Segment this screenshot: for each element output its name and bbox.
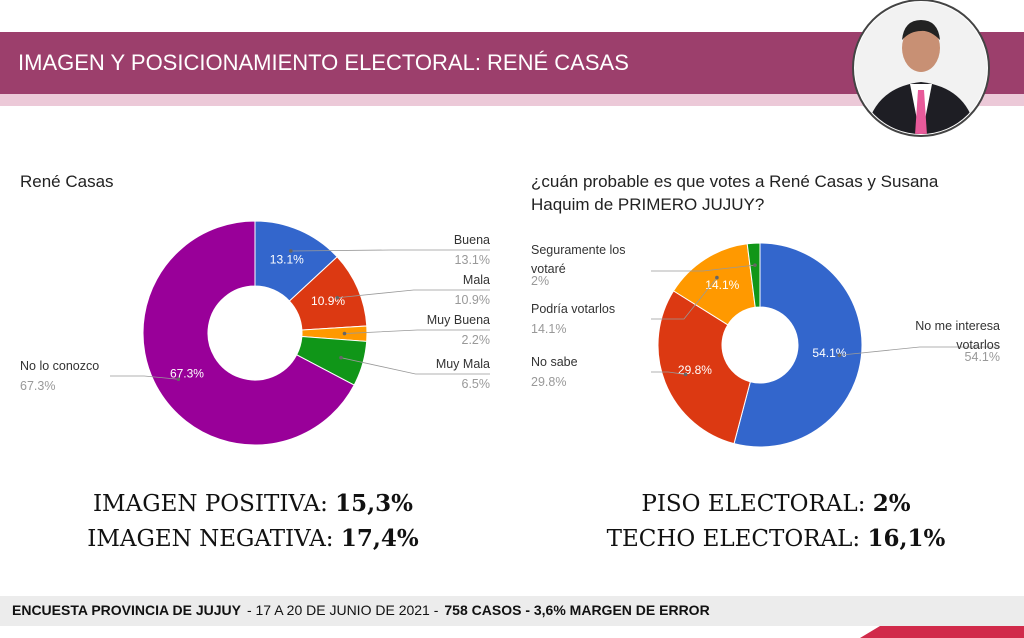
- leader-line: [651, 264, 756, 272]
- header-stripe: [0, 94, 1024, 106]
- legend-label: No me interesa votarlos: [915, 319, 1000, 352]
- slice: [657, 290, 751, 445]
- summary-value: 2%: [872, 490, 911, 517]
- slice-label: 10.9%: [311, 294, 345, 308]
- leader-dot: [837, 353, 842, 358]
- leader-line: [340, 357, 490, 375]
- header-title: IMAGEN Y POSICIONAMIENTO ELECTORAL: RENÉ…: [18, 50, 629, 75]
- summary-line: IMAGEN POSITIVA: 15,3%: [43, 486, 463, 522]
- slice-label: 54.1%: [812, 346, 846, 360]
- legend-value: 14.1%: [531, 322, 567, 336]
- legend-value: 10.9%: [454, 293, 490, 307]
- leader-dot: [339, 355, 343, 360]
- slice: [142, 220, 355, 446]
- summary-label: IMAGEN NEGATIVA:: [87, 526, 334, 552]
- leader-line: [110, 375, 179, 380]
- summary-value: 16,1%: [867, 525, 946, 552]
- leader-dot: [683, 372, 688, 377]
- footer-accent: [860, 626, 1024, 638]
- slice-label: 67.3%: [170, 366, 204, 380]
- leader-dot: [753, 263, 757, 267]
- footer-dates: - 17 A 20 DE JUNIO DE 2021 -: [247, 602, 439, 618]
- leader-dot: [289, 249, 293, 253]
- summary-line: IMAGEN NEGATIVA: 17,4%: [43, 521, 463, 557]
- legend-label: Seguramente los votaré: [531, 243, 626, 276]
- summary-line: TECHO ELECTORAL: 16,1%: [566, 521, 986, 557]
- summary-value: 15,3%: [335, 490, 414, 517]
- legend-value: 2.2%: [461, 333, 491, 347]
- leader-dot: [335, 295, 340, 300]
- slice: [733, 242, 863, 448]
- leader-dot: [715, 275, 719, 280]
- footer-cases: 758 CASOS - 3,6% MARGEN DE ERROR: [444, 602, 709, 618]
- legend-label: Muy Buena: [426, 313, 490, 327]
- summary-label: PISO ELECTORAL:: [641, 491, 866, 517]
- summary-value: 17,4%: [340, 525, 419, 552]
- legend-value: 29.8%: [531, 375, 567, 389]
- legend-value: 6.5%: [461, 377, 491, 391]
- legend-label: No lo conozco: [20, 359, 100, 373]
- legend-label: Mala: [462, 273, 490, 287]
- legend-label: Buena: [453, 233, 490, 247]
- slice-label: 13.1%: [270, 252, 304, 266]
- chart-title: ¿cuán probable es que votes a René Casas…: [531, 172, 939, 214]
- chart-title: René Casas: [20, 172, 114, 191]
- slice: [746, 242, 761, 308]
- footer-band: [0, 596, 1024, 626]
- leader-dot: [176, 377, 181, 382]
- legend-value: 2%: [531, 274, 550, 288]
- legend-label: Muy Mala: [435, 357, 490, 371]
- leader-dot: [342, 331, 347, 336]
- legend-value: 67.3%: [20, 379, 56, 393]
- summary-label: IMAGEN POSITIVA:: [92, 491, 328, 517]
- leader-line: [290, 249, 490, 252]
- leader-line: [651, 371, 686, 375]
- legend-label: No sabe: [531, 355, 578, 369]
- leader-line: [344, 329, 490, 334]
- photo: [852, 0, 990, 137]
- legend-value: 54.1%: [964, 350, 1000, 364]
- slice-label: 29.8%: [678, 363, 712, 377]
- summary-line: PISO ELECTORAL: 2%: [566, 486, 986, 522]
- leader-line: [839, 346, 1000, 356]
- footer-text: ENCUESTA PROVINCIA DE JUJUY - 17 A 20 DE …: [12, 602, 710, 618]
- leader-line: [337, 289, 490, 299]
- summary-label: TECHO ELECTORAL:: [606, 526, 861, 552]
- leader-line: [651, 277, 718, 320]
- legend-label: Podría votarlos: [531, 302, 616, 316]
- legend-value: 13.1%: [454, 253, 490, 267]
- footer-survey: ENCUESTA PROVINCIA DE JUJUY: [12, 602, 242, 618]
